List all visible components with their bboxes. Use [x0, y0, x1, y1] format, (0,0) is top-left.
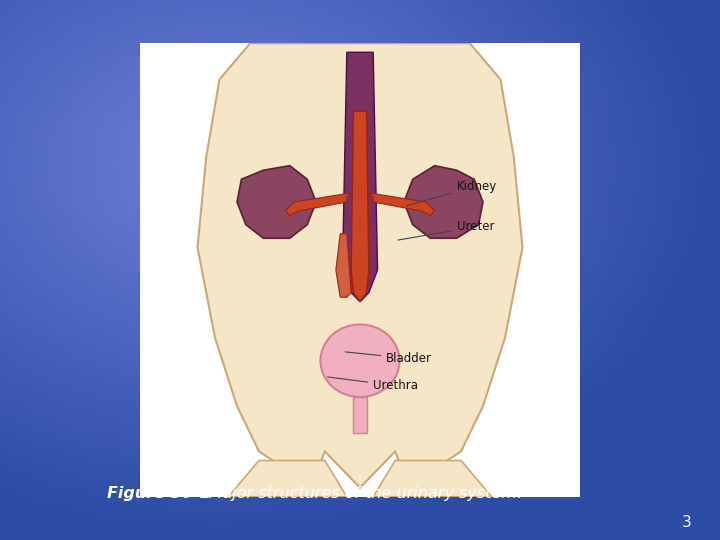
Polygon shape — [343, 52, 377, 302]
Polygon shape — [228, 461, 347, 497]
Text: Urethra: Urethra — [328, 377, 418, 392]
Text: Ureter: Ureter — [398, 220, 494, 240]
Text: • Major structures of the urinary system.: • Major structures of the urinary system… — [189, 486, 523, 501]
Polygon shape — [369, 193, 435, 215]
Ellipse shape — [320, 325, 400, 397]
Polygon shape — [351, 111, 369, 302]
Text: 3: 3 — [681, 515, 691, 530]
Text: Kidney: Kidney — [407, 180, 497, 206]
Text: Figure 30-1: Figure 30-1 — [107, 486, 210, 501]
Polygon shape — [285, 193, 351, 215]
Polygon shape — [404, 166, 483, 238]
Polygon shape — [354, 397, 366, 433]
Polygon shape — [336, 234, 351, 297]
Polygon shape — [197, 43, 523, 488]
Text: Bladder: Bladder — [345, 352, 432, 365]
Polygon shape — [373, 461, 492, 497]
Polygon shape — [237, 166, 316, 238]
